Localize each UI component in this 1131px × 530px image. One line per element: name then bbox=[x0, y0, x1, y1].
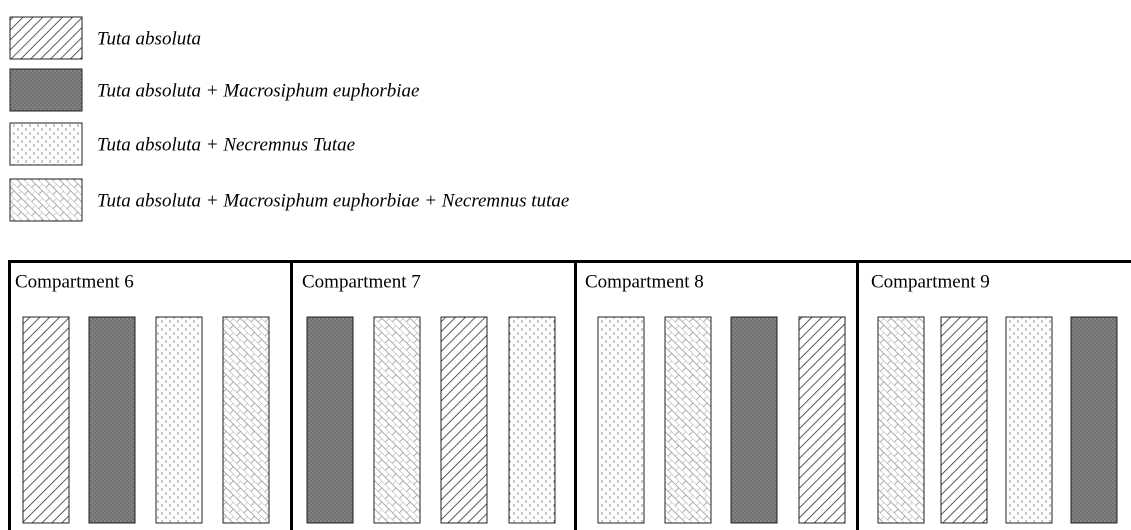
legend-label: Tuta absoluta bbox=[97, 28, 201, 49]
plot bbox=[155, 316, 203, 524]
legend-label: Tuta absoluta + Macrosiphum euphorbiae +… bbox=[97, 190, 569, 211]
plot bbox=[1070, 316, 1118, 524]
plot bbox=[730, 316, 778, 524]
legend-label: Tuta absoluta + Necremnus Tutae bbox=[97, 134, 355, 155]
compartment-label: Compartment 9 bbox=[871, 271, 990, 292]
legend-swatch bbox=[9, 16, 83, 60]
compartment-label: Compartment 6 bbox=[15, 271, 134, 292]
legend-swatch bbox=[9, 122, 83, 166]
plot bbox=[373, 316, 421, 524]
plot bbox=[306, 316, 354, 524]
plot bbox=[508, 316, 556, 524]
plot bbox=[940, 316, 988, 524]
legend-swatch bbox=[9, 68, 83, 112]
plot bbox=[877, 316, 925, 524]
legend-label: Tuta absoluta + Macrosiphum euphorbiae bbox=[97, 80, 419, 101]
legend-swatch bbox=[9, 178, 83, 222]
plot bbox=[88, 316, 136, 524]
plot bbox=[440, 316, 488, 524]
plot bbox=[222, 316, 270, 524]
plot bbox=[22, 316, 70, 524]
compartment-label: Compartment 8 bbox=[585, 271, 704, 292]
compartment-label: Compartment 7 bbox=[302, 271, 421, 292]
plot bbox=[1005, 316, 1053, 524]
plot bbox=[597, 316, 645, 524]
plot bbox=[664, 316, 712, 524]
compartment-frame bbox=[8, 260, 1131, 530]
plot bbox=[798, 316, 846, 524]
